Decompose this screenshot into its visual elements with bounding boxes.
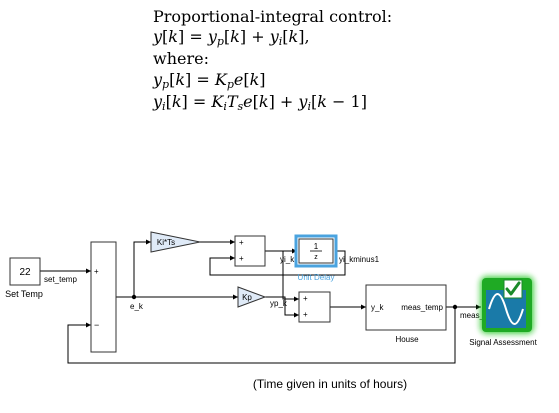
wire-error-to-ki [133, 239, 151, 297]
house-output-port: meas_temp [401, 303, 443, 312]
unit-delay-numerator: 1 [314, 242, 319, 251]
wire-feedback [67, 307, 456, 364]
gain-kp-label: Kp [242, 293, 252, 302]
signal-assessment-label: Signal Assessment [469, 338, 537, 347]
output-sum-plus-top: + [303, 294, 308, 303]
unit-delay-block[interactable]: 1 z [294, 234, 338, 268]
wire-yi-to-sum2 [282, 251, 299, 302]
equation-title: Proportional-integral control: [153, 7, 393, 26]
signal-label-yp-k: yp_k [270, 299, 288, 308]
signal-assessment-block[interactable] [480, 276, 534, 334]
signal-label-e-k: e_k [130, 302, 144, 311]
unit-delay-label: Unit Delay [298, 273, 335, 282]
gain-kp[interactable]: Kp [237, 286, 267, 308]
house-label: House [395, 335, 419, 344]
error-sum-minus: − [94, 320, 99, 330]
output-sum-block[interactable]: + + [298, 291, 331, 323]
constant-label: Set Temp [5, 289, 43, 299]
equation-main: y[k] = yp[k] + yi[k], [153, 27, 310, 48]
house-input-port: y_k [371, 303, 384, 312]
house-block[interactable]: y_k meas_temp [365, 284, 447, 331]
constant-value: 22 [19, 267, 31, 278]
equation-proportional: yp[k] = Kpe[k] [153, 70, 266, 91]
sine-wave-icon [488, 293, 524, 325]
wire-kp-to-sum2 [265, 296, 299, 318]
signal-lines [40, 239, 481, 364]
output-sum-plus-bottom: + [303, 310, 308, 319]
integrator-sum-plus-bottom: + [239, 254, 244, 263]
unit-delay-denominator: z [314, 254, 318, 261]
integrator-sum-plus-top: + [239, 238, 244, 247]
branch-points [131, 294, 458, 310]
signal-label-yi-k: yi_k [280, 255, 295, 264]
signal-label-set-temp: set_temp [44, 275, 77, 284]
equation-integral: yi[k] = KiTse[k] + yi[k − 1] [153, 92, 367, 113]
time-units-note: (Time given in units of hours) [252, 377, 408, 391]
check-icon [505, 281, 521, 296]
error-sum-plus: + [94, 267, 99, 276]
wire-delay-feedback [209, 250, 346, 276]
integrator-sum-block[interactable]: + + [234, 235, 266, 267]
signal-label-yi-kminus1: yi_kminus1 [339, 255, 380, 264]
gain-ki-ts-label: Ki*Ts [157, 238, 175, 247]
equation-where: where: [153, 49, 209, 68]
constant-block[interactable]: 22 [9, 257, 41, 286]
gain-ki-ts[interactable]: Ki*Ts [150, 231, 201, 253]
error-sum-block[interactable]: + − [90, 241, 117, 353]
